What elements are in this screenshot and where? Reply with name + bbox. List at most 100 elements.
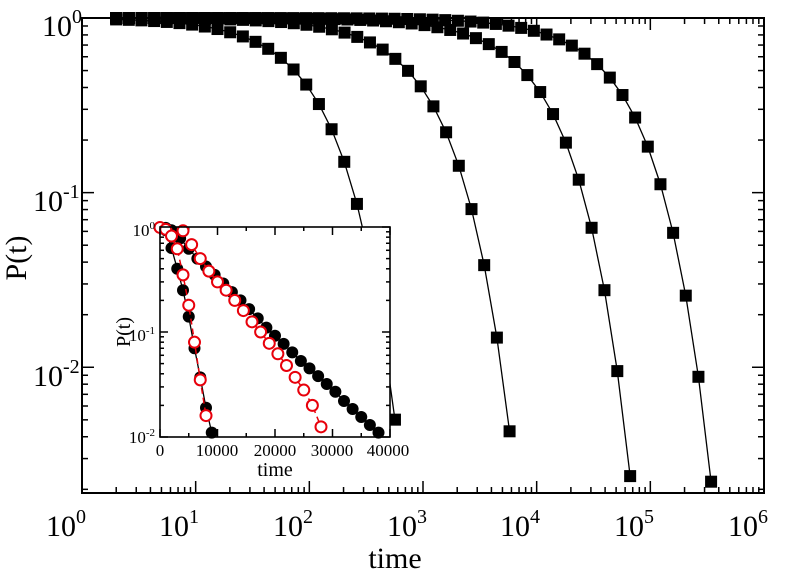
main-y-axis-label: P(t) bbox=[0, 236, 33, 281]
main-y-tick-label-1e-2: 10-2 bbox=[33, 356, 80, 393]
inset-red-slow-point bbox=[228, 293, 242, 307]
inset-y-tick-label-1e-1: 10-1 bbox=[129, 325, 155, 345]
main-series-4-point bbox=[603, 71, 616, 84]
main-series-3-point bbox=[521, 69, 534, 82]
main-series-4-point bbox=[299, 12, 312, 25]
main-series-4-point bbox=[578, 47, 591, 60]
main-series-4-point bbox=[173, 12, 186, 25]
inset-red-slow-point bbox=[305, 398, 319, 412]
main-series-4-point bbox=[160, 12, 173, 25]
inset-red-fast-point bbox=[165, 229, 178, 243]
main-series-4-point bbox=[224, 12, 237, 25]
main-series-1-point bbox=[338, 155, 351, 168]
inset-red-slow-point bbox=[288, 370, 302, 384]
inset-red-slow-point bbox=[236, 304, 250, 318]
main-series-1-point bbox=[224, 26, 237, 39]
main-series-3-point bbox=[585, 221, 598, 234]
main-series-1-point bbox=[287, 63, 300, 76]
inset-x-tick-labels: 0 10000 20000 30000 40000 bbox=[156, 441, 410, 460]
inset-y-tick-label-1e-2: 10-2 bbox=[129, 427, 155, 447]
main-x-axis-label: time bbox=[368, 542, 421, 573]
main-series-1-point bbox=[211, 23, 224, 36]
main-series-2-point bbox=[325, 23, 338, 36]
inset-red-slow-point bbox=[271, 347, 285, 361]
main-series-2-point bbox=[478, 259, 491, 272]
main-series-3-point bbox=[598, 284, 611, 297]
main-series-4-point bbox=[388, 12, 401, 25]
main-series-3-point bbox=[572, 173, 585, 186]
main-series-4-point bbox=[249, 12, 262, 25]
inset-y-axis-label: P(t) bbox=[113, 317, 135, 347]
main-series-4-point bbox=[565, 39, 578, 52]
inset-black-slow-point bbox=[363, 419, 376, 432]
main-series-2-point bbox=[313, 20, 326, 33]
main-series-3-point bbox=[482, 38, 495, 51]
main-series-3-point bbox=[534, 86, 547, 99]
inset-x-tick-label-10000: 10000 bbox=[196, 441, 239, 460]
main-series-4-point bbox=[363, 12, 376, 25]
main-series-4-point bbox=[274, 12, 287, 25]
inset-red-slow-point bbox=[245, 315, 259, 329]
main-series-4-point bbox=[110, 12, 123, 25]
main-x-tick-label-1e5: 105 bbox=[614, 506, 654, 543]
main-series-4-point bbox=[616, 89, 629, 102]
main-x-tick-label-1e0: 100 bbox=[46, 506, 86, 543]
main-series-2-point bbox=[490, 331, 503, 344]
main-series-1-point bbox=[312, 98, 325, 111]
main-x-tick-label-1e6: 106 bbox=[728, 506, 768, 543]
main-series-3-point bbox=[559, 136, 572, 149]
main-series-4-point bbox=[667, 226, 680, 239]
main-series-4-point bbox=[312, 12, 325, 25]
inset-x-tick-label-40000: 40000 bbox=[367, 441, 410, 460]
inset-x-axis-label: time bbox=[257, 459, 293, 481]
inset-red-slow-point bbox=[211, 275, 224, 289]
inset-red-slow-point bbox=[280, 358, 293, 372]
main-series-4-point bbox=[337, 12, 350, 25]
main-series-4-point bbox=[477, 16, 490, 29]
main-series-3-point bbox=[508, 55, 521, 68]
main-series-4-point bbox=[122, 12, 135, 25]
main-series-4-point bbox=[211, 12, 224, 25]
main-series-4-point bbox=[135, 12, 148, 25]
main-series-4-point bbox=[679, 289, 692, 302]
main-series-3-point bbox=[444, 23, 457, 36]
main-series-3-point bbox=[624, 470, 637, 483]
inset-black-slow-point bbox=[355, 411, 368, 424]
main-series-3-point bbox=[457, 27, 470, 40]
main-series-1-point bbox=[236, 30, 249, 43]
main-series-2-point bbox=[389, 52, 402, 65]
main-series-4-point bbox=[262, 12, 275, 25]
main-series-2-point bbox=[452, 159, 465, 172]
main-series-1-point bbox=[388, 413, 401, 426]
inset-black-slow-point bbox=[372, 426, 385, 439]
inset-black-slow-point bbox=[294, 354, 307, 367]
inset-plot-frame bbox=[159, 226, 391, 438]
inset-x-tick-label-30000: 30000 bbox=[311, 441, 354, 460]
main-series-4-point bbox=[198, 12, 211, 25]
main-series-2-point bbox=[414, 80, 427, 93]
main-series-4-point bbox=[502, 19, 515, 32]
main-series-4-point bbox=[692, 370, 705, 383]
main-series-4-point bbox=[439, 14, 452, 27]
main-series-2-point bbox=[440, 126, 453, 139]
main-series-4-point bbox=[426, 13, 439, 26]
main-series-2-point bbox=[503, 425, 516, 438]
main-series-1-point bbox=[350, 197, 363, 210]
main-series-2-point bbox=[376, 43, 389, 56]
inset-black-slow-point bbox=[329, 385, 342, 398]
main-series-2-point bbox=[363, 36, 376, 49]
main-series-4-point bbox=[350, 12, 363, 25]
main-series-1-point bbox=[274, 51, 287, 64]
main-series-3-point bbox=[495, 45, 508, 58]
main-plot-series bbox=[110, 12, 718, 488]
inset-x-tick-label-20000: 20000 bbox=[254, 441, 297, 460]
main-y-tick-label-1e0: 100 bbox=[42, 6, 82, 43]
main-series-4-point bbox=[325, 12, 338, 25]
inset-red-fast-point bbox=[188, 335, 201, 349]
main-x-tick-label-1e2: 102 bbox=[273, 506, 313, 543]
inset-red-slow-point bbox=[314, 420, 328, 434]
inset-y-tick-label-1e0: 100 bbox=[133, 220, 156, 240]
main-series-1-point bbox=[325, 123, 338, 136]
main-series-4-point bbox=[641, 140, 654, 153]
